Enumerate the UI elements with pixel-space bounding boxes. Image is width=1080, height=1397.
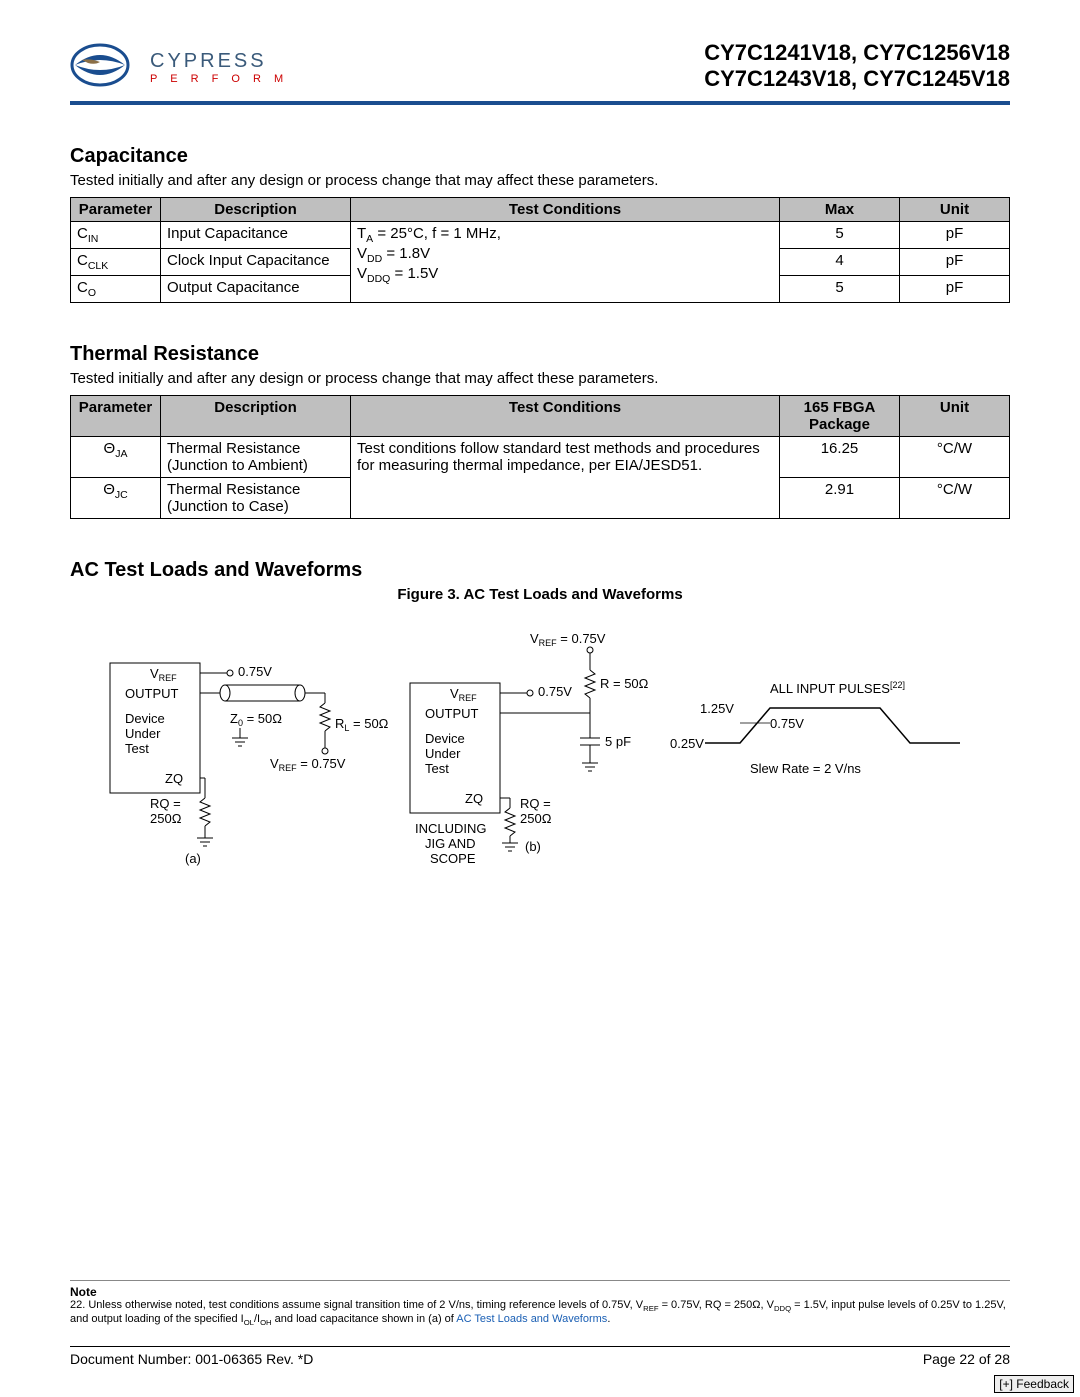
part-line-2: CY7C1243V18, CY7C1245V18 bbox=[704, 66, 1010, 92]
capacitance-section: Capacitance Tested initially and after a… bbox=[70, 145, 1010, 303]
cap-h-desc: Description bbox=[161, 198, 351, 222]
cap-2-max: 5 bbox=[780, 276, 900, 303]
svg-text:Test: Test bbox=[125, 741, 149, 756]
cap-2-unit: pF bbox=[900, 276, 1010, 303]
svg-text:SCOPE: SCOPE bbox=[430, 851, 476, 866]
svg-text:VREF = 0.75V: VREF = 0.75V bbox=[530, 631, 606, 648]
note-link[interactable]: AC Test Loads and Waveforms bbox=[456, 1313, 607, 1325]
feedback-button[interactable]: [+] Feedback bbox=[994, 1375, 1074, 1393]
svg-text:Under: Under bbox=[125, 726, 161, 741]
svg-text:5 pF: 5 pF bbox=[605, 734, 631, 749]
svg-text:RL = 50Ω: RL = 50Ω bbox=[335, 716, 389, 733]
svg-text:JIG AND: JIG AND bbox=[425, 836, 476, 851]
th-h-pkg: 165 FBGA Package bbox=[780, 396, 900, 437]
svg-text:Device: Device bbox=[425, 731, 465, 746]
svg-text:250Ω: 250Ω bbox=[520, 811, 552, 826]
capacitance-title: Capacitance bbox=[70, 145, 1010, 168]
th-1-param: ΘJC bbox=[71, 478, 161, 519]
brand-logo: CYPRESS P E R F O R M bbox=[70, 40, 288, 95]
cap-2-param: CO bbox=[71, 276, 161, 303]
th-h-test: Test Conditions bbox=[351, 396, 780, 437]
cap-0-param: CIN bbox=[71, 222, 161, 249]
brand-tagline: P E R F O R M bbox=[150, 73, 288, 85]
svg-text:Under: Under bbox=[425, 746, 461, 761]
cap-0-max: 5 bbox=[780, 222, 900, 249]
ac-test-title: AC Test Loads and Waveforms bbox=[70, 559, 1010, 582]
th-1-val: 2.91 bbox=[780, 478, 900, 519]
cap-0-unit: pF bbox=[900, 222, 1010, 249]
svg-text:Test: Test bbox=[425, 761, 449, 776]
brand-name: CYPRESS bbox=[150, 50, 288, 73]
page-number: Page 22 of 28 bbox=[923, 1351, 1010, 1367]
part-line-1: CY7C1241V18, CY7C1256V18 bbox=[704, 40, 1010, 66]
thermal-table: Parameter Description Test Conditions 16… bbox=[70, 395, 1010, 519]
svg-text:(a): (a) bbox=[185, 851, 201, 866]
page-footer: Document Number: 001-06365 Rev. *D Page … bbox=[70, 1346, 1010, 1367]
note-22: 22. Unless otherwise noted, test conditi… bbox=[70, 1299, 1010, 1327]
cap-1-max: 4 bbox=[780, 249, 900, 276]
th-0-param: ΘJA bbox=[71, 437, 161, 478]
svg-text:ZQ: ZQ bbox=[165, 771, 183, 786]
svg-text:INCLUDING: INCLUDING bbox=[415, 821, 487, 836]
svg-text:OUTPUT: OUTPUT bbox=[425, 706, 479, 721]
svg-text:ALL INPUT PULSES[22]: ALL INPUT PULSES[22] bbox=[770, 680, 905, 696]
table-row: ΘJA Thermal Resistance (Junction to Ambi… bbox=[71, 437, 1010, 478]
svg-text:R = 50Ω: R = 50Ω bbox=[600, 676, 649, 691]
th-h-desc: Description bbox=[161, 396, 351, 437]
th-test-conditions: Test conditions follow standard test met… bbox=[351, 437, 780, 519]
cap-h-unit: Unit bbox=[900, 198, 1010, 222]
ac-test-section: AC Test Loads and Waveforms Figure 3. AC… bbox=[70, 559, 1010, 883]
doc-number: Document Number: 001-06365 Rev. *D bbox=[70, 1351, 313, 1367]
table-row: CIN Input Capacitance TA = 25°C, f = 1 M… bbox=[71, 222, 1010, 249]
cap-h-param: Parameter bbox=[71, 198, 161, 222]
cap-2-desc: Output Capacitance bbox=[161, 276, 351, 303]
thermal-note: Tested initially and after any design or… bbox=[70, 370, 1010, 387]
capacitance-note: Tested initially and after any design or… bbox=[70, 172, 1010, 189]
th-0-desc: Thermal Resistance (Junction to Ambient) bbox=[161, 437, 351, 478]
svg-text:0.75V: 0.75V bbox=[538, 684, 572, 699]
capacitance-table: Parameter Description Test Conditions Ma… bbox=[70, 197, 1010, 303]
svg-text:VREF: VREF bbox=[450, 686, 477, 703]
th-1-desc: Thermal Resistance (Junction to Case) bbox=[161, 478, 351, 519]
cypress-logo-icon bbox=[70, 40, 140, 95]
cap-1-desc: Clock Input Capacitance bbox=[161, 249, 351, 276]
thermal-section: Thermal Resistance Tested initially and … bbox=[70, 343, 1010, 519]
th-0-val: 16.25 bbox=[780, 437, 900, 478]
svg-text:RQ =: RQ = bbox=[150, 796, 181, 811]
svg-text:RQ =: RQ = bbox=[520, 796, 551, 811]
thermal-title: Thermal Resistance bbox=[70, 343, 1010, 366]
svg-text:0.25V: 0.25V bbox=[670, 736, 704, 751]
svg-text:0.75V: 0.75V bbox=[238, 664, 272, 679]
th-h-unit: Unit bbox=[900, 396, 1010, 437]
svg-text:250Ω: 250Ω bbox=[150, 811, 182, 826]
svg-text:(b): (b) bbox=[525, 839, 541, 854]
figure-caption: Figure 3. AC Test Loads and Waveforms bbox=[70, 586, 1010, 603]
svg-text:0.75V: 0.75V bbox=[770, 716, 804, 731]
th-h-param: Parameter bbox=[71, 396, 161, 437]
svg-text:ZQ: ZQ bbox=[465, 791, 483, 806]
cap-1-param: CCLK bbox=[71, 249, 161, 276]
svg-text:Device: Device bbox=[125, 711, 165, 726]
cap-0-desc: Input Capacitance bbox=[161, 222, 351, 249]
cap-1-unit: pF bbox=[900, 249, 1010, 276]
notes-block: Note 22. Unless otherwise noted, test co… bbox=[70, 1280, 1010, 1327]
svg-text:OUTPUT: OUTPUT bbox=[125, 686, 179, 701]
notes-heading: Note bbox=[70, 1285, 1010, 1299]
ac-test-diagram: VREF OUTPUT Device Under Test ZQ 0.75V Z… bbox=[90, 623, 990, 883]
svg-text:1.25V: 1.25V bbox=[700, 701, 734, 716]
svg-text:Slew Rate = 2 V/ns: Slew Rate = 2 V/ns bbox=[750, 761, 861, 776]
page-header: CYPRESS P E R F O R M CY7C1241V18, CY7C1… bbox=[70, 40, 1010, 105]
th-1-unit: °C/W bbox=[900, 478, 1010, 519]
cap-test-conditions: TA = 25°C, f = 1 MHz, VDD = 1.8V VDDQ = … bbox=[351, 222, 780, 303]
svg-text:VREF: VREF bbox=[150, 666, 177, 683]
svg-text:Z0 = 50Ω: Z0 = 50Ω bbox=[230, 711, 282, 728]
cap-h-max: Max bbox=[780, 198, 900, 222]
svg-text:VREF = 0.75V: VREF = 0.75V bbox=[270, 756, 346, 773]
cap-h-test: Test Conditions bbox=[351, 198, 780, 222]
th-0-unit: °C/W bbox=[900, 437, 1010, 478]
part-numbers: CY7C1241V18, CY7C1256V18 CY7C1243V18, CY… bbox=[704, 40, 1010, 93]
